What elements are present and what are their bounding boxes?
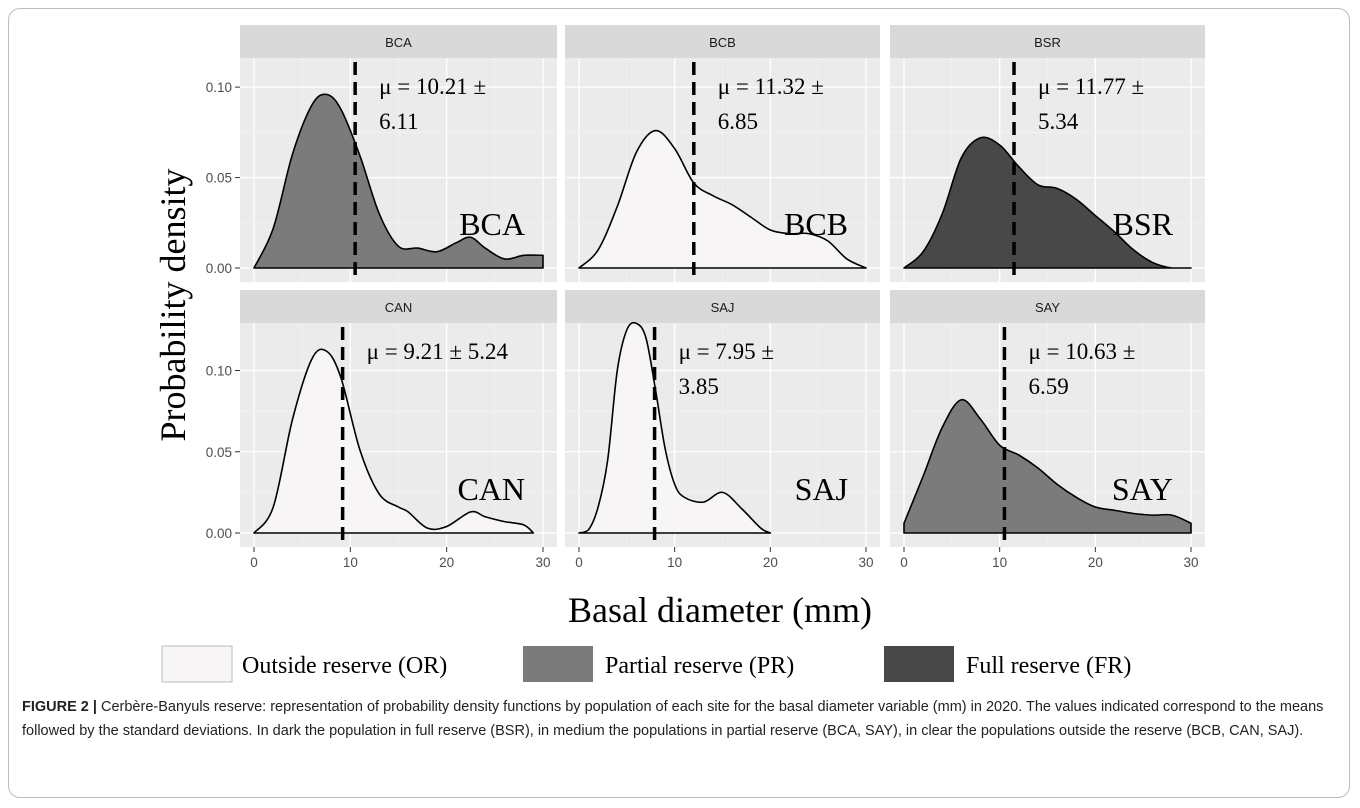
x-tick-label: 20 [763,555,778,570]
y-tick-label: 0.10 [206,364,232,379]
legend-label-fr: Full reserve (FR) [966,653,1131,679]
mean-label-say: μ = 10.63 ± [1028,339,1135,364]
x-tick-label: 20 [439,555,454,570]
density-area-say [903,398,1192,534]
strip-bca [240,25,557,58]
figure-frame [8,8,1350,798]
y-tick-label: 0.00 [206,261,232,276]
x-tick-label: 30 [1183,555,1198,570]
strip-label-bsr: BSR [1034,35,1061,50]
x-tick-label: 20 [1088,555,1103,570]
facet-panels: BCA μ = 10.21 ± 6.11 BCA 0.00 0.05 0.10 BCB μ = … [206,25,1205,570]
density-area-can [253,348,535,534]
mean-label-bca: μ = 10.21 ± [379,74,486,99]
x-tick-label: 0 [250,555,258,570]
strip-can [240,290,557,323]
x-axis-title: Basal diameter (mm) [568,590,872,630]
legend: Outside reserve (OR) Partial reserve (PR… [161,645,1131,683]
panel-bsr: BSR μ = 11.77 ± 5.34 BSR [890,25,1205,282]
caption-text: Cerbère-Banyuls reserve: representation … [22,699,1324,739]
y-tick-label: 0.05 [206,171,232,186]
x-tick-label: 10 [667,555,682,570]
panel-saj: SAJ μ = 7.95 ± 3.85 SAJ 0 10 20 30 [565,290,880,570]
panel-bca: BCA μ = 10.21 ± 6.11 BCA 0.00 0.05 0.10 [206,25,557,282]
strip-label-saj: SAJ [711,300,735,315]
legend-swatch-fr [884,646,954,682]
density-figure: BCA μ = 10.21 ± 6.11 BCA 0.00 0.05 0.10 BCB μ = … [153,25,1205,683]
mean-label-can: μ = 9.21 ± 5.24 [367,339,509,364]
strip-saj [565,290,880,323]
y-tick-label: 0.00 [206,526,232,541]
figure-caption: FIGURE 2 | Cerbère-Banyuls reserve: repr… [22,695,1332,743]
strip-label-say: SAY [1035,300,1060,315]
legend-swatch-or [161,645,233,683]
site-label-bsr: BSR [1113,206,1174,242]
site-label-saj: SAJ [795,471,848,507]
x-tick-label: 30 [535,555,550,570]
site-label-say: SAY [1112,471,1173,507]
y-tick-label: 0.10 [206,80,232,95]
panel-say: SAY μ = 10.63 ± 6.59 SAY 0 10 20 30 [890,290,1205,570]
x-tick-label: 30 [858,555,873,570]
sd-label-bca: 6.11 [379,109,418,134]
density-area-bcb [578,129,867,269]
site-label-bcb: BCB [784,206,848,242]
strip-say [890,290,1205,323]
caption-label: FIGURE 2 | [22,699,97,715]
sd-label-saj: 3.85 [679,374,719,399]
x-tick-label: 10 [992,555,1007,570]
panel-can: CAN μ = 9.21 ± 5.24 CAN 0.00 0.05 0.10 0 10 20 30 [206,290,557,570]
density-area-bsr [903,136,1192,269]
sd-label-say: 6.59 [1028,374,1068,399]
panel-bcb: BCB μ = 11.32 ± 6.85 BCB [565,25,880,282]
sd-label-bcb: 6.85 [718,109,758,134]
x-tick-label: 0 [575,555,583,570]
strip-label-bca: BCA [385,35,412,50]
y-axis-title: Probability density [153,169,193,442]
site-label-bca: BCA [459,206,525,242]
x-tick-label: 0 [900,555,908,570]
strip-label-can: CAN [385,300,412,315]
strip-bcb [565,25,880,58]
site-label-can: CAN [457,471,525,507]
strip-bsr [890,25,1205,58]
legend-label-or: Outside reserve (OR) [242,653,447,679]
mean-label-bcb: μ = 11.32 ± [718,74,824,99]
mean-label-bsr: μ = 11.77 ± [1038,74,1144,99]
legend-label-pr: Partial reserve (PR) [605,653,794,679]
density-area-bca [253,93,544,269]
mean-label-saj: μ = 7.95 ± [679,339,774,364]
x-tick-label: 10 [343,555,358,570]
y-tick-label: 0.05 [206,445,232,460]
legend-swatch-pr [523,646,593,682]
sd-label-bsr: 5.34 [1038,109,1079,134]
strip-label-bcb: BCB [709,35,736,50]
